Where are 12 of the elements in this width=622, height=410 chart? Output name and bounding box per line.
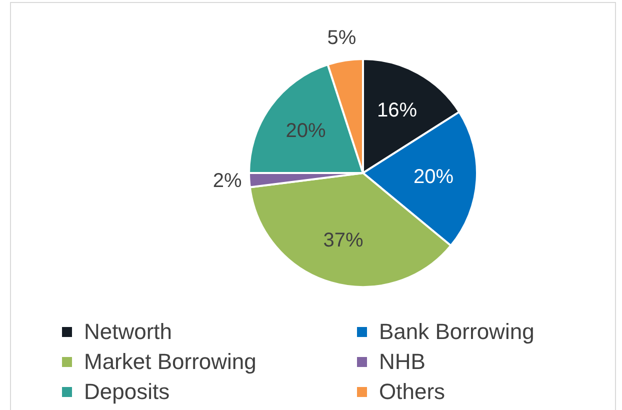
- legend-label: Deposits: [84, 379, 170, 405]
- data-label: 16%: [377, 100, 418, 122]
- legend-label: Networth: [84, 319, 172, 345]
- legend-label: Market Borrowing: [84, 349, 256, 375]
- data-label: 2%: [212, 170, 242, 192]
- data-label: 20%: [414, 166, 454, 188]
- data-label: 5%: [327, 27, 356, 50]
- legend-label: Others: [379, 379, 446, 405]
- legend-label: NHB: [379, 349, 426, 375]
- legend-label: Bank Borrowing: [379, 319, 534, 345]
- data-label: 37%: [323, 229, 364, 252]
- data-label: 20%: [286, 120, 326, 142]
